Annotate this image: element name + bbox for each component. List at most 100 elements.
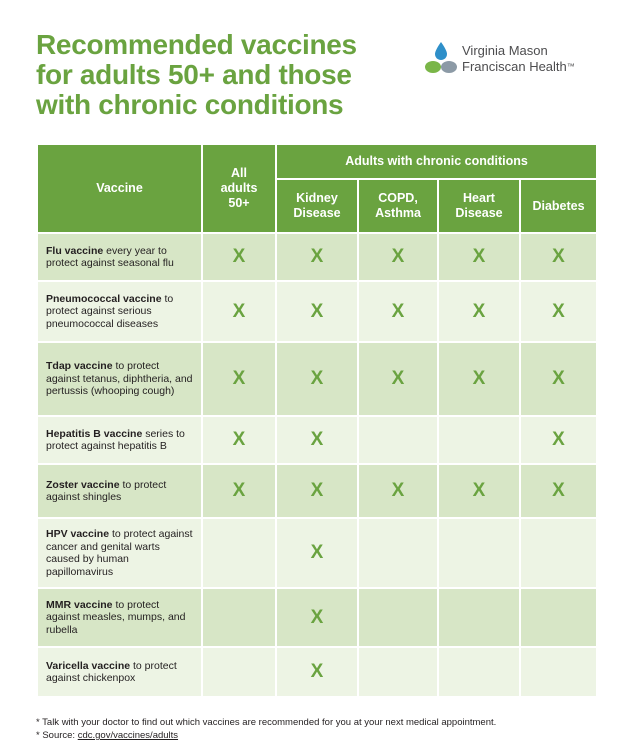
vaccine-table-body: Flu vaccine every year to protect agains…	[38, 234, 597, 696]
logo-line-1: Virginia Mason	[462, 43, 548, 58]
title-line-3: with chronic conditions	[36, 89, 344, 120]
recommended-mark: X	[232, 300, 246, 322]
recommended-mark: X	[552, 368, 565, 389]
recommended-mark: X	[232, 480, 246, 501]
header-all-adults: All adults 50+	[203, 145, 275, 232]
recommendation-cell: X	[277, 417, 357, 463]
recommendation-cell	[439, 648, 519, 696]
recommendation-cell	[203, 519, 275, 587]
vaccine-name: Tdap vaccine	[46, 360, 113, 373]
logo-trademark: ™	[566, 62, 575, 71]
recommendation-cell	[359, 589, 437, 646]
vaccine-name: HPV vaccine	[46, 528, 110, 540]
footnote-source: * Source: cdc.gov/vaccines/adults	[36, 729, 496, 742]
vaccine-cell: Hepatitis B vaccine series to protect ag…	[38, 417, 201, 463]
recommendation-cell: X	[203, 282, 275, 341]
title-line-2: for adults 50+ and those	[36, 59, 352, 90]
recommended-mark: X	[310, 606, 324, 628]
header-chronic-conditions: Adults with chronic conditions	[277, 145, 597, 178]
header-vaccine: Vaccine	[38, 145, 201, 232]
recommended-mark: X	[310, 246, 324, 267]
table-row: Hepatitis B vaccine series to protect ag…	[38, 417, 597, 463]
recommendation-cell	[203, 589, 275, 646]
recommendation-cell	[521, 589, 597, 646]
recommendation-cell: X	[277, 589, 357, 646]
recommended-mark: X	[310, 300, 324, 322]
recommended-mark: X	[552, 246, 565, 267]
recommended-mark: X	[472, 368, 486, 389]
recommended-mark: X	[391, 480, 405, 501]
recommendation-cell: X	[521, 417, 597, 463]
recommendation-cell: X	[277, 648, 357, 696]
recommendation-cell: X	[203, 465, 275, 517]
table-row: Tdap vaccine to protect against tetanus,…	[38, 343, 597, 415]
vaccine-description: to protect against cancer and genital wa…	[46, 528, 193, 578]
vaccine-description: to protect against measles, mumps, and r…	[46, 598, 186, 636]
vaccine-cell: HPV vaccine to protect against cancer an…	[38, 519, 201, 587]
footnote-advice: * Talk with your doctor to find out whic…	[36, 717, 497, 728]
recommended-mark: X	[310, 480, 324, 501]
vaccine-name: Varicella vaccine	[46, 659, 131, 672]
vaccine-description: to protect against serious pneumococcal …	[46, 292, 174, 330]
recommendation-cell	[439, 589, 519, 646]
recommendation-cell: X	[521, 234, 597, 280]
recommendation-cell: X	[439, 465, 519, 517]
recommendation-cell: X	[277, 465, 357, 517]
recommendation-cell: X	[359, 234, 437, 280]
recommended-mark: X	[472, 246, 486, 267]
title-line-1: Recommended vaccines	[36, 29, 357, 60]
footnotes: * Talk with your doctor to find out whic…	[36, 716, 496, 742]
recommended-mark: X	[472, 300, 486, 322]
table-row: Pneumococcal vaccine to protect against …	[38, 282, 597, 341]
recommended-mark: X	[552, 300, 565, 322]
header-diabetes: Diabetes	[521, 180, 597, 232]
recommended-mark: X	[310, 542, 324, 563]
vaccine-cell: Flu vaccine every year to protect agains…	[38, 234, 201, 280]
vaccine-description: to protect against shingles	[46, 478, 167, 504]
vaccine-description: series to protect against hepatitis B	[46, 427, 185, 453]
recommended-mark: X	[232, 246, 246, 267]
table-row: Zoster vaccine to protect against shingl…	[38, 465, 597, 517]
recommended-mark: X	[310, 368, 324, 389]
recommendation-cell: X	[439, 343, 519, 415]
recommendation-cell	[521, 648, 597, 696]
recommendation-cell	[439, 519, 519, 587]
recommendation-cell: X	[203, 343, 275, 415]
recommendation-cell: X	[277, 519, 357, 587]
vaccine-cell: Varicella vaccine to protect against chi…	[38, 648, 201, 696]
logo-wordmark: Virginia Mason Franciscan Health™	[462, 43, 575, 75]
logo-line-2-text: Franciscan Health	[462, 59, 567, 74]
recommended-mark: X	[552, 429, 565, 450]
recommendation-cell	[203, 648, 275, 696]
recommendation-cell	[521, 519, 597, 587]
recommendation-cell: X	[521, 343, 597, 415]
recommended-mark: X	[232, 368, 246, 389]
header-all-adults-label: All adults 50+	[220, 166, 258, 210]
recommendation-cell	[359, 519, 437, 587]
vaccine-cell: Zoster vaccine to protect against shingl…	[38, 465, 201, 517]
vaccine-description: every year to protect against seasonal f…	[46, 244, 174, 270]
recommendation-cell	[359, 648, 437, 696]
table-row: Varicella vaccine to protect against chi…	[38, 648, 597, 696]
recommended-mark: X	[310, 661, 324, 682]
source-link[interactable]: cdc.gov/vaccines/adults	[77, 730, 179, 741]
recommended-mark: X	[391, 368, 405, 389]
vaccine-description: to protect against tetanus, diphtheria, …	[46, 360, 193, 398]
recommendation-cell: X	[277, 234, 357, 280]
recommendation-cell	[439, 417, 519, 463]
header-kidney-disease: Kidney Disease	[277, 180, 357, 232]
recommended-mark: X	[391, 246, 405, 267]
vaccine-name: MMR vaccine	[46, 598, 113, 611]
vaccine-name: Zoster vaccine	[46, 478, 120, 491]
recommendation-cell: X	[277, 282, 357, 341]
recommendation-cell: X	[203, 234, 275, 280]
recommendation-cell: X	[359, 465, 437, 517]
recommendation-cell: X	[521, 282, 597, 341]
footnote-source-label: * Source:	[36, 730, 78, 741]
header-kidney-label: Kidney Disease	[293, 191, 341, 220]
logo-mark-icon	[425, 42, 457, 73]
vaccine-name: Hepatitis B vaccine	[46, 427, 143, 440]
recommendation-cell	[359, 417, 437, 463]
header-copd-asthma: COPD, Asthma	[359, 180, 437, 232]
recommendation-cell: X	[203, 417, 275, 463]
